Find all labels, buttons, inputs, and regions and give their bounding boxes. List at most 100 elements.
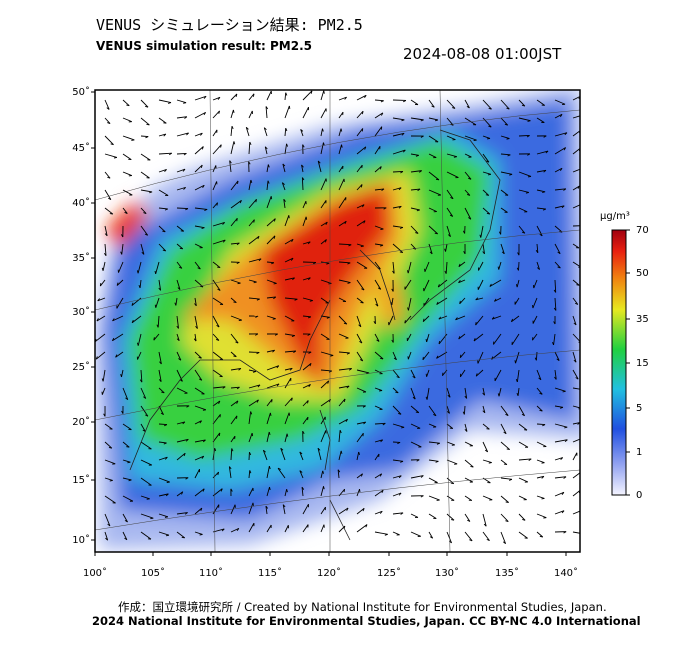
wind-arrow-head [236,218,238,222]
wind-arrow [338,279,351,284]
wind-arrow [374,112,384,119]
wind-arrow [320,351,334,356]
wind-arrow-head [358,324,362,328]
wind-arrow [104,207,114,215]
wind-arrow [572,185,580,191]
wind-arrow-head [479,234,482,238]
wind-arrow [266,180,269,191]
wind-arrow [158,493,169,497]
wind-arrow [536,387,543,395]
wind-arrow [500,513,509,522]
wind-arrow [194,455,204,461]
wind-arrow-head [434,119,439,122]
wind-arrow-head [380,244,384,247]
wind-arrow [266,431,270,443]
parallel [95,229,580,311]
wind-arrow [536,459,545,464]
wind-arrow-head [249,141,252,145]
wind-arrow-head [559,168,563,172]
wind-arrow [500,99,510,110]
wind-arrow [118,261,124,273]
wind-arrow [158,531,170,536]
wind-arrow [284,297,298,300]
wind-arrow [140,477,152,486]
wind-arrow-head [429,251,433,255]
wind-arrow-head [107,523,111,527]
wind-arrow [463,405,466,415]
wind-arrow [482,405,486,413]
wind-arrow-head [313,262,317,265]
wind-arrow [194,333,197,342]
wind-arrow [194,261,201,270]
wind-arrow [284,105,290,119]
wind-arrow-head [559,114,563,118]
wind-arrow-head [236,386,240,390]
wind-arrow-head [194,303,197,307]
wind-arrow [356,451,360,461]
wind-arrow-head [343,398,346,402]
wind-arrow-head [561,205,565,209]
wind-arrow [301,164,304,173]
wind-arrow [518,477,528,483]
wind-arrow [248,110,253,119]
parallel [95,469,580,531]
wind-arrow [446,423,454,429]
wind-arrow [482,243,485,254]
wind-arrow-head [573,359,577,363]
wind-arrow [392,512,404,515]
wind-arrow-head [217,288,221,291]
wind-arrow-head [128,479,132,482]
wind-arrow [104,513,111,527]
wind-arrow-head [255,199,257,203]
wind-arrow-head [539,409,543,412]
wind-arrow [554,279,557,293]
wind-arrow-head [326,262,330,265]
wind-arrow [464,441,473,447]
wind-arrow [302,201,307,209]
wind-arrow-head [164,456,168,460]
wind-arrow-head [236,528,240,532]
wind-arrow-head [380,100,384,103]
wind-arrow-head [497,393,500,397]
wind-arrow-head [164,208,168,211]
wind-arrow-head [506,107,510,110]
wind-arrow [464,459,474,468]
wind-arrow-head [232,109,235,113]
wind-arrow-head [174,302,177,306]
wind-arrow-head [420,135,424,138]
wind-arrow [356,128,364,137]
wind-arrow [266,365,279,371]
wind-arrow [446,495,455,501]
wind-arrow [536,495,545,499]
wind-arrow [554,147,566,155]
wind-arrow [356,369,370,374]
wind-arrow [493,333,502,345]
wind-arrow [338,525,346,533]
wind-arrow-head [323,90,325,94]
colorbar-tick-label: 0 [636,490,642,501]
wind-arrow-head [444,270,447,274]
wind-arrow [176,168,186,173]
wind-arrow [140,441,152,450]
wind-arrow-head [193,338,197,342]
wind-arrow-head [468,177,472,180]
wind-arrow [464,153,472,158]
wind-arrow [284,525,289,533]
wind-arrow-head [347,262,351,265]
wind-arrow [410,387,416,400]
wind-arrow [212,144,222,155]
wind-arrow [176,132,189,137]
wind-arrow [500,441,510,450]
wind-arrow [248,522,255,533]
wind-arrow-head [159,361,162,365]
wind-arrow [102,369,106,382]
wind-arrow [158,133,166,137]
wind-arrow-head [131,302,134,306]
wind-arrow-head [509,173,513,176]
wind-arrow [337,469,340,479]
wind-arrow [406,333,412,342]
wind-arrow-head [384,533,388,536]
wind-arrow [140,513,154,519]
wind-arrow [95,333,106,343]
wind-arrow-head [253,281,257,284]
